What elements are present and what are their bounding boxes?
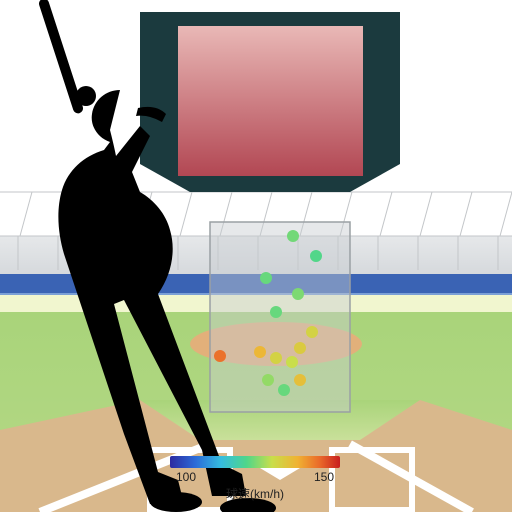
pitch-marker <box>270 352 282 364</box>
pitch-location-chart <box>0 0 512 512</box>
pitch-marker <box>310 250 322 262</box>
colorbar-gradient <box>170 456 340 468</box>
pitch-marker <box>270 306 282 318</box>
colorbar-label: 球速(km/h) <box>170 485 340 502</box>
pitch-marker <box>260 272 272 284</box>
pitch-marker <box>292 288 304 300</box>
colorbar-tick: 150 <box>314 470 334 484</box>
pitch-marker <box>278 384 290 396</box>
speed-colorbar: 100 150 球速(km/h) <box>170 456 340 502</box>
pitch-marker <box>294 342 306 354</box>
colorbar-ticks: 100 150 <box>170 470 340 484</box>
pitch-marker <box>294 374 306 386</box>
colorbar-tick: 100 <box>176 470 196 484</box>
pitch-marker <box>254 346 266 358</box>
strike-zone <box>210 222 350 412</box>
pitch-marker <box>286 356 298 368</box>
pitch-marker <box>306 326 318 338</box>
pitch-marker <box>262 374 274 386</box>
pitch-marker <box>214 350 226 362</box>
scene-svg <box>0 0 512 512</box>
pitch-marker <box>287 230 299 242</box>
